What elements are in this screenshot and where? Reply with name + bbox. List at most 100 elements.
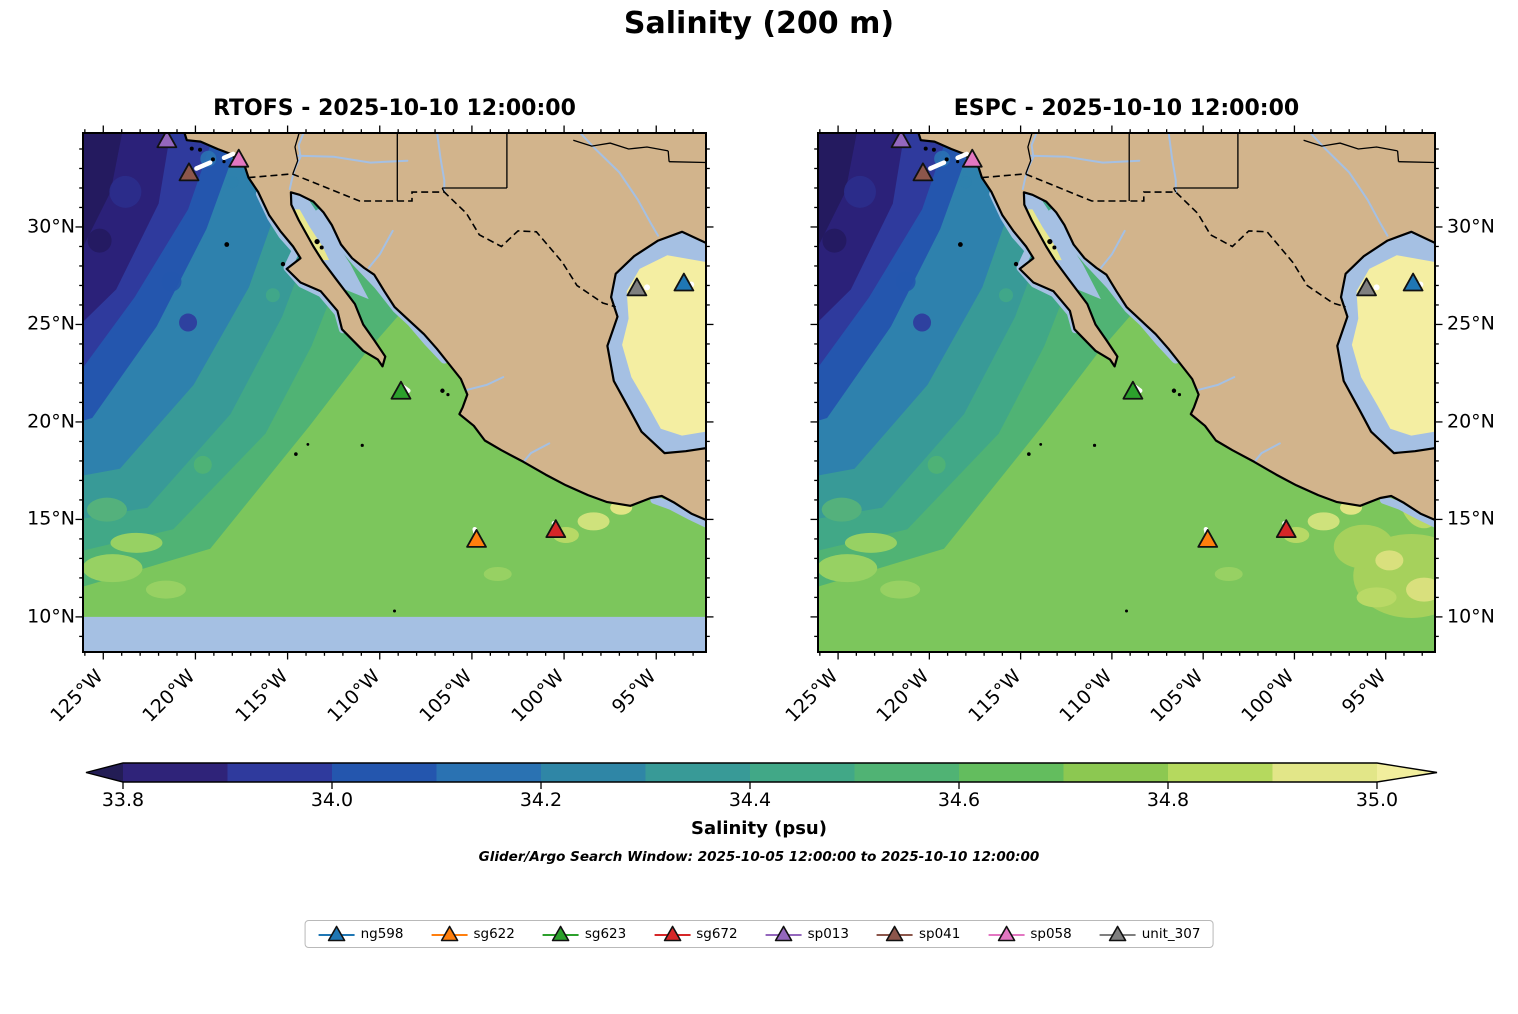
legend-marker-unit_307 [1099, 925, 1136, 942]
platform-marker-ng598 [673, 272, 695, 292]
colorbar [85, 762, 1438, 789]
colorbar-segment [1168, 763, 1274, 782]
island [923, 146, 928, 151]
colorbar-segment [227, 763, 333, 782]
figure-title: Salinity (200 m) [623, 6, 895, 41]
gulf-of-mexico-salinity [1351, 255, 1435, 436]
legend-item-sg672: sg672 [653, 923, 738, 945]
colorbar-segment [123, 763, 229, 782]
panel-spine [817, 132, 1436, 653]
island [1092, 443, 1097, 447]
legend-item-sp041: sp041 [876, 923, 960, 945]
state-border [573, 139, 669, 152]
colorbar-segment [645, 763, 751, 782]
legend-marker-sp041 [876, 925, 913, 942]
island [1027, 452, 1031, 456]
river [288, 133, 305, 190]
island [956, 160, 960, 164]
platform-marker-sp041 [912, 162, 934, 182]
map-espc [810, 125, 1443, 660]
no-data-south-band [83, 616, 706, 652]
island [198, 147, 203, 152]
legend-item-unit_307: unit_307 [1099, 923, 1200, 945]
legend-item-ng598: ng598 [318, 923, 403, 945]
island [1125, 609, 1128, 613]
island [280, 261, 286, 267]
state-border [1303, 139, 1398, 152]
platform-marker-unit_307 [626, 277, 648, 297]
lat-tick-label: 10°N [1447, 605, 1495, 628]
island [1039, 442, 1043, 446]
colorbar-tick-label: 34.4 [728, 789, 772, 811]
legend-label: sg672 [696, 926, 738, 942]
country-border [248, 173, 616, 308]
lat-tick-label: 30°N [1447, 215, 1495, 238]
river [466, 376, 505, 391]
panel-title-espc: ESPC - 2025-10-10 12:00:00 [953, 96, 1300, 121]
island [440, 388, 445, 393]
island [944, 157, 949, 162]
country-border [981, 173, 1346, 308]
lat-tick-label: 15°N [1447, 507, 1495, 530]
colorbar-tick-label: 35.0 [1355, 789, 1399, 811]
colorbar-tick-label: 34.2 [519, 789, 563, 811]
legend-item-sp013: sp013 [765, 923, 849, 945]
colorbar-label: Salinity (psu) [691, 818, 827, 839]
island [210, 157, 215, 162]
legend-label: sg623 [584, 926, 627, 942]
gulf-of-california-mask [1016, 188, 1101, 300]
lat-tick-label: 25°N [1447, 312, 1495, 335]
colorbar-segment [332, 763, 438, 782]
colorbar-over-arrow [1377, 763, 1437, 782]
river [1197, 376, 1236, 391]
platform-marker-ng598 [1402, 272, 1424, 292]
legend-label: sp013 [807, 926, 849, 942]
river [1254, 442, 1281, 462]
platform-marker-sp013 [890, 133, 912, 149]
platform-marker-sg622 [466, 528, 487, 548]
panel-title-rtofs: RTOFS - 2025-10-10 12:00:00 [213, 96, 576, 121]
colorbar-tick-label: 34.6 [937, 789, 981, 811]
search-window-note: Glider/Argo Search Window: 2025-10-05 12… [478, 849, 1040, 865]
glider-track [221, 151, 236, 161]
gulf-of-california-mask [283, 188, 369, 300]
island [222, 160, 226, 164]
river [367, 229, 394, 269]
coastline [183, 133, 706, 522]
island [224, 242, 230, 247]
argo-track-dot [644, 284, 651, 291]
colorbar-under-arrow [86, 763, 123, 782]
glider-track [928, 160, 947, 171]
island [360, 443, 364, 447]
platform-marker-sp041 [178, 162, 200, 182]
river [1167, 133, 1177, 194]
platform-marker-sp013 [156, 133, 178, 149]
platform-marker-sp058 [228, 148, 250, 168]
state-border [1396, 150, 1400, 162]
island [319, 245, 324, 250]
legend-item-sg622: sg622 [430, 923, 515, 945]
legend-marker-sg623 [542, 925, 579, 942]
colorbar-segment [959, 763, 1065, 782]
island [1047, 238, 1053, 245]
gulf-of-mexico-salinity [622, 255, 706, 436]
state-border [1025, 133, 1033, 175]
island [306, 442, 310, 446]
colorbar-segment [1063, 763, 1169, 782]
platform-marker-sg623 [390, 380, 412, 400]
island [957, 242, 963, 247]
legend-item-sg623: sg623 [542, 923, 626, 945]
lat-tick-label: 10°N [27, 605, 75, 628]
platform-marker-sp058 [961, 148, 983, 168]
legend-marker-sg672 [654, 925, 691, 942]
platform-marker-sg672 [1275, 519, 1297, 539]
legend-label: sg622 [473, 926, 515, 942]
colorbar-segment [541, 763, 647, 782]
river [523, 442, 551, 462]
lat-tick-label: 20°N [27, 410, 75, 433]
state-border [1173, 187, 1177, 193]
map-rtofs [75, 125, 714, 660]
colorbar-segment [750, 763, 856, 782]
platform-marker-sg623 [1122, 380, 1144, 400]
